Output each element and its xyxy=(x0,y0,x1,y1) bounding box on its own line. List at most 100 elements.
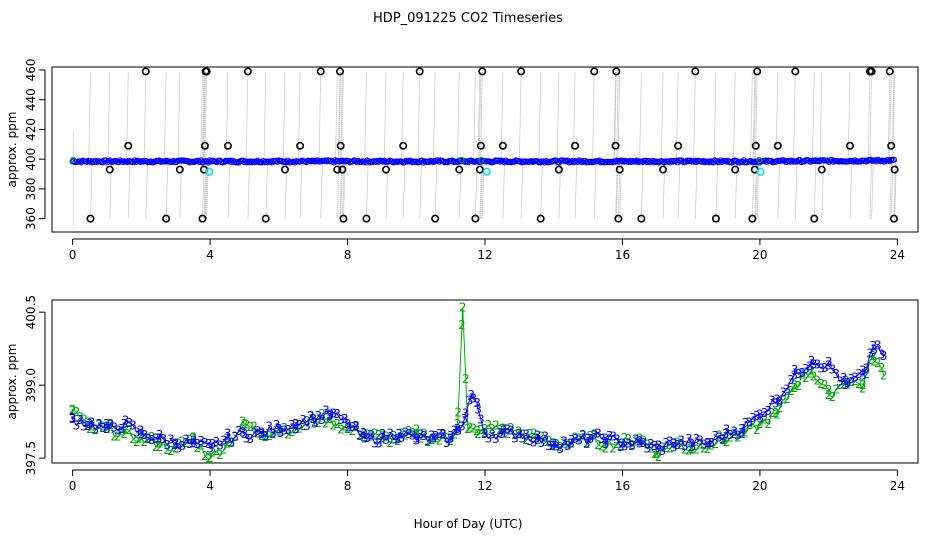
co2-point xyxy=(873,158,880,165)
series-2-label: 2 xyxy=(764,417,772,431)
co2-point xyxy=(381,157,388,164)
series-3-label: 3 xyxy=(265,420,273,434)
co2-point xyxy=(501,159,508,166)
spike-line xyxy=(891,71,895,162)
spike-line xyxy=(163,71,167,162)
series-2-label: 2 xyxy=(534,433,542,447)
series-3-label: 3 xyxy=(808,354,816,368)
series-2-label: 2 xyxy=(315,416,323,430)
series-3-label: 3 xyxy=(579,428,587,442)
spike-line xyxy=(433,71,436,162)
series-2-label: 2 xyxy=(568,437,576,451)
spike-line xyxy=(383,71,387,162)
series-2-label: 2 xyxy=(69,402,77,416)
series-3-label: 3 xyxy=(309,412,317,426)
series-3-label: 3 xyxy=(160,432,168,446)
spike-line xyxy=(753,71,757,162)
co2-point xyxy=(716,158,723,166)
series-3-label: 3 xyxy=(662,436,670,450)
series-3-label: 3 xyxy=(424,434,432,448)
spike-line xyxy=(225,71,229,162)
series-2-label: 2 xyxy=(653,446,661,460)
spike-line xyxy=(245,71,249,162)
spike-line xyxy=(340,161,343,219)
spike-line xyxy=(734,161,738,219)
series-3-label: 3 xyxy=(488,428,496,442)
series-2-label: 2 xyxy=(636,432,644,446)
series-2-label: 2 xyxy=(772,406,780,420)
bottom-x-tick-label: 4 xyxy=(206,479,214,493)
series-3-label: 3 xyxy=(859,368,867,382)
series-2-label: 2 xyxy=(798,367,806,381)
spike-line xyxy=(693,71,696,162)
series-2-label: 2 xyxy=(681,442,689,456)
co2-point xyxy=(91,158,98,166)
series-3-label: 3 xyxy=(522,428,530,442)
co2-point xyxy=(642,157,649,165)
series-3-label: 3 xyxy=(632,432,640,446)
series-3-label: 3 xyxy=(719,432,727,446)
co2-point xyxy=(475,158,482,165)
series-2-label: 2 xyxy=(243,418,251,432)
series-3-label: 3 xyxy=(95,417,103,431)
series-2-label: 2 xyxy=(76,410,84,424)
outlier-point xyxy=(890,165,899,174)
series-3-label: 3 xyxy=(587,432,595,446)
series-2-label: 2 xyxy=(138,432,146,446)
series-2-label: 2 xyxy=(241,417,249,431)
series-3-label: 3 xyxy=(86,417,94,431)
series-3-label: 3 xyxy=(798,366,806,380)
spike-line xyxy=(892,71,896,162)
spike-line xyxy=(500,71,504,162)
series-2-label: 2 xyxy=(859,381,867,395)
spike-line xyxy=(793,71,796,162)
series-3-label: 3 xyxy=(178,439,186,453)
co2-point xyxy=(570,159,577,166)
series-3-line xyxy=(72,344,884,453)
spike-line xyxy=(520,161,524,219)
outlier-point xyxy=(791,67,800,76)
co2-point xyxy=(102,157,109,164)
co2-point xyxy=(133,158,140,166)
spike-line xyxy=(777,161,780,219)
series-2-label: 2 xyxy=(609,442,617,456)
series-2-label: 2 xyxy=(832,382,840,396)
co2-point xyxy=(801,158,808,165)
spike-line xyxy=(574,161,578,219)
series-3-label: 3 xyxy=(284,423,292,437)
series-3-label: 3 xyxy=(636,437,644,451)
top-x-tick-label: 24 xyxy=(890,248,905,262)
series-2-label: 2 xyxy=(813,374,821,388)
series-2-label: 2 xyxy=(367,430,375,444)
series-2-label: 2 xyxy=(643,438,651,452)
co2-point xyxy=(252,158,260,165)
series-3-label: 3 xyxy=(292,422,300,436)
spike-line xyxy=(614,71,617,162)
spike-line xyxy=(613,71,616,162)
series-2-label: 2 xyxy=(870,355,878,369)
series-2-label: 2 xyxy=(395,432,403,446)
series-2-label: 2 xyxy=(768,406,776,420)
series-2-label: 2 xyxy=(435,433,443,447)
series-3-label: 3 xyxy=(693,432,701,446)
series-2-label: 2 xyxy=(120,427,128,441)
series-3-label: 3 xyxy=(567,437,575,451)
series-3-label: 3 xyxy=(530,436,538,450)
spike-line xyxy=(813,161,817,219)
co2-point xyxy=(434,157,441,164)
series-3-label: 3 xyxy=(409,429,417,443)
series-2-label: 2 xyxy=(564,438,572,452)
top-panel: approx. ppm 0 4 8 12 16 20 24 360 380 400 420 440 46… xyxy=(5,59,919,262)
spike-line xyxy=(481,161,485,219)
series-3-label: 3 xyxy=(874,338,882,352)
co2-point xyxy=(633,157,641,164)
spike-line xyxy=(434,161,438,219)
spike-line xyxy=(615,161,618,219)
co2-point xyxy=(206,157,213,164)
outlier-point xyxy=(612,67,621,76)
outlier-point xyxy=(162,214,171,223)
series-2-label: 2 xyxy=(545,434,553,448)
co2-point xyxy=(691,157,698,164)
outlier-point xyxy=(615,165,624,174)
series-2-label: 2 xyxy=(190,431,198,445)
